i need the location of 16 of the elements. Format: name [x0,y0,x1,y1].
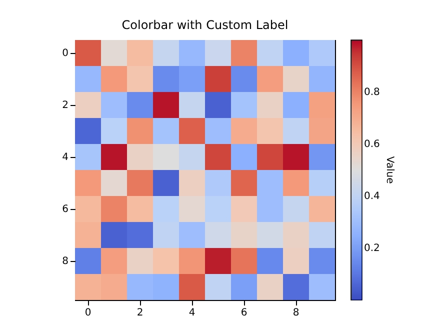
color-bar-label: 0.6 [364,139,380,150]
color-bar-label: 0.2 [364,243,380,254]
y-tick-label: 8 [62,256,68,267]
color-bar-label: 0.8 [364,87,380,98]
x-tick-label: 4 [188,308,196,318]
x-tick-label: 8 [292,308,300,318]
y-tick-label: 0 [62,48,68,59]
x-tick-label: 6 [240,308,248,318]
color-bar-label: 0.4 [364,191,380,202]
x-tick-label: 2 [136,308,144,318]
y-tick-label: 6 [62,204,68,215]
color-bar-title: Value [384,156,395,184]
x-tick-label: 0 [84,308,92,318]
y-tick-label: 2 [62,100,68,111]
y-tick-label: 4 [62,152,68,163]
chart-title: Colorbar with Custom Label [122,18,288,32]
